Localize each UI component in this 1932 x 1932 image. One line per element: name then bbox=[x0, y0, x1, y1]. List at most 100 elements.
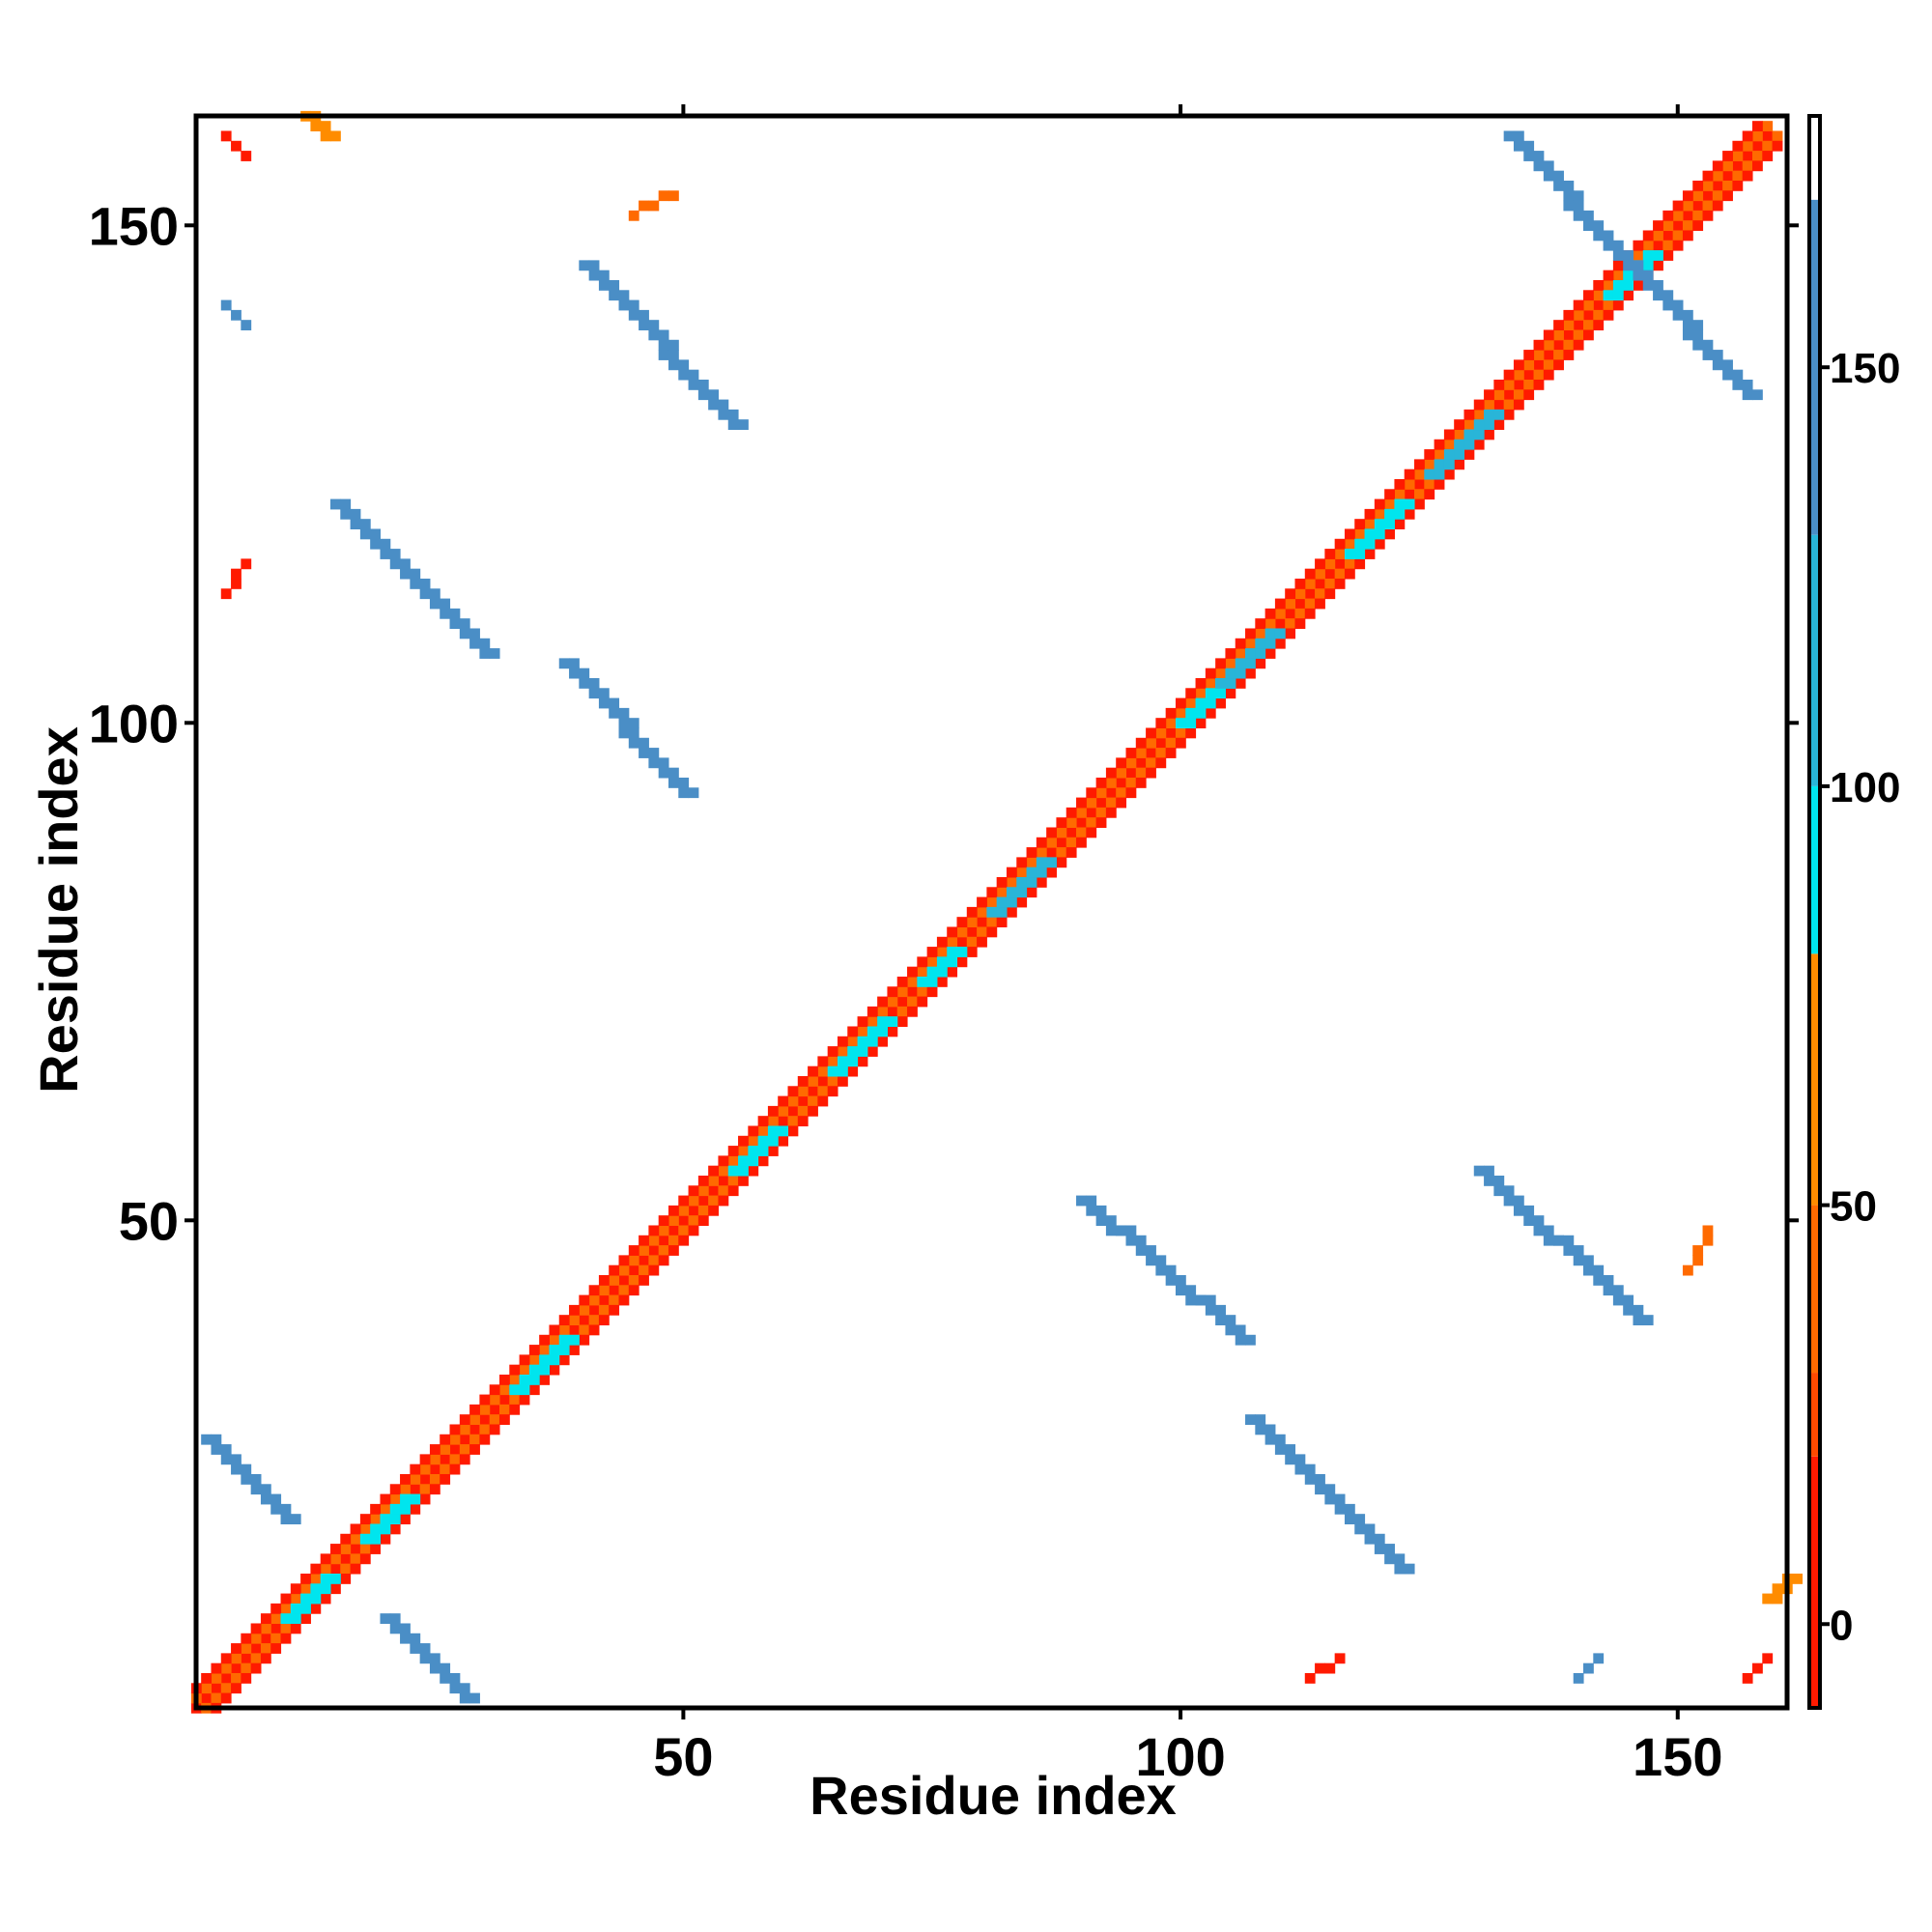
heatmap-cell bbox=[787, 1086, 799, 1097]
heatmap-cell bbox=[639, 1274, 649, 1286]
heatmap-cell bbox=[231, 1672, 242, 1684]
heatmap-cell bbox=[1583, 1662, 1594, 1674]
x-axis: 50 100 150 bbox=[653, 104, 1722, 1787]
heatmap-cell bbox=[220, 588, 232, 600]
heatmap-cell bbox=[569, 1334, 580, 1346]
heatmap-cell bbox=[1374, 498, 1385, 510]
x-tick-label: 50 bbox=[653, 1726, 713, 1787]
heatmap-cell bbox=[1414, 489, 1425, 500]
heatmap-cell bbox=[528, 1354, 540, 1366]
heatmap-cell bbox=[1304, 598, 1316, 610]
heatmap-cell bbox=[1662, 240, 1674, 251]
plot-frame bbox=[193, 113, 1790, 1711]
heatmap-cell bbox=[231, 1643, 242, 1654]
heatmap-cell bbox=[440, 1434, 451, 1445]
heatmap-cell bbox=[1036, 857, 1047, 868]
heatmap-cell bbox=[1235, 1324, 1246, 1336]
heatmap-cell bbox=[1672, 220, 1684, 232]
heatmap-cell bbox=[926, 986, 938, 998]
heatmap-cell bbox=[688, 379, 699, 390]
heatmap-cell bbox=[618, 1264, 630, 1276]
heatmap-cell bbox=[340, 1533, 352, 1545]
heatmap-cell bbox=[1603, 279, 1614, 291]
heatmap-cell bbox=[380, 1493, 391, 1505]
heatmap-cell bbox=[1324, 568, 1336, 580]
heatmap-cell bbox=[648, 1255, 660, 1266]
heatmap-cell bbox=[330, 1563, 341, 1575]
heatmap-cell bbox=[688, 1215, 699, 1227]
heatmap-cell bbox=[1095, 1205, 1107, 1216]
heatmap-cell bbox=[1553, 320, 1564, 331]
heatmap-cell bbox=[718, 399, 729, 411]
heatmap-cell bbox=[509, 1394, 521, 1406]
heatmap-cell bbox=[1354, 1523, 1366, 1535]
heatmap-cell bbox=[1285, 608, 1296, 619]
heatmap-cell bbox=[340, 498, 352, 510]
heatmap-cell bbox=[509, 1364, 521, 1376]
heatmap-cell bbox=[857, 1036, 868, 1047]
heatmap-cell bbox=[887, 986, 898, 998]
heatmap-cell bbox=[1016, 896, 1028, 908]
heatmap-cell bbox=[400, 1493, 411, 1505]
heatmap-cell bbox=[639, 748, 649, 758]
heatmap-cell bbox=[459, 618, 470, 630]
heatmap-cell bbox=[738, 419, 749, 431]
heatmap-cell bbox=[1086, 807, 1097, 818]
heatmap-cell bbox=[1026, 847, 1037, 858]
heatmap-cell bbox=[1513, 140, 1524, 152]
heatmap-cell bbox=[528, 1384, 540, 1396]
heatmap-cell bbox=[1712, 170, 1723, 182]
heatmap-cell bbox=[1105, 767, 1117, 779]
heatmap-cell bbox=[1056, 837, 1067, 848]
heatmap-cell bbox=[1662, 250, 1674, 261]
heatmap-cell bbox=[1056, 827, 1067, 838]
heatmap-cell bbox=[400, 1503, 411, 1515]
heatmap-cell bbox=[320, 1583, 331, 1595]
heatmap-cell bbox=[598, 1315, 610, 1326]
heatmap-cell bbox=[1434, 469, 1445, 480]
heatmap-cell bbox=[1583, 210, 1594, 221]
heatmap-cell bbox=[211, 1672, 222, 1684]
heatmap-cell bbox=[1702, 1225, 1714, 1236]
heatmap-cell bbox=[1384, 498, 1395, 510]
heatmap-cell bbox=[569, 1315, 580, 1326]
heatmap-cell bbox=[738, 1175, 749, 1186]
heatmap-cell bbox=[668, 359, 679, 371]
heatmap-cell bbox=[1533, 369, 1545, 381]
heatmap-cell bbox=[1006, 876, 1017, 888]
colorbar: 0 50 100 150 bbox=[1807, 114, 1900, 1710]
heatmap-cell bbox=[1315, 1662, 1325, 1674]
heatmap-cell bbox=[887, 996, 898, 1008]
heatmap-cell bbox=[598, 270, 610, 281]
heatmap-cell bbox=[618, 718, 630, 729]
heatmap-cell bbox=[1424, 469, 1435, 480]
heatmap-cell bbox=[598, 1274, 610, 1286]
heatmap-cell bbox=[1503, 130, 1515, 142]
heatmap-cell bbox=[1095, 817, 1107, 829]
heatmap-cell bbox=[1205, 1304, 1216, 1316]
heatmap-cell bbox=[697, 1215, 709, 1227]
heatmap-cell bbox=[1752, 160, 1763, 172]
heatmap-cell bbox=[648, 1264, 660, 1276]
heatmap-cell bbox=[847, 1056, 859, 1067]
heatmap-cell bbox=[797, 1105, 809, 1117]
heatmap-cell bbox=[220, 1662, 232, 1674]
heatmap-cell bbox=[1593, 290, 1605, 301]
heatmap-cell bbox=[1175, 718, 1186, 729]
heatmap-cell bbox=[658, 1215, 669, 1227]
heatmap-cell bbox=[1742, 140, 1753, 152]
heatmap-cell bbox=[907, 986, 918, 998]
heatmap-cell bbox=[1593, 1274, 1605, 1286]
heatmap-cell bbox=[609, 290, 620, 301]
heatmap-cell bbox=[1612, 290, 1624, 301]
heatmap-cell bbox=[618, 707, 630, 719]
heatmap-cell bbox=[440, 1454, 451, 1465]
heatmap-cell bbox=[1543, 329, 1554, 341]
heatmap-cell bbox=[588, 1285, 600, 1296]
heatmap-cell bbox=[1205, 688, 1216, 699]
heatmap-cell bbox=[1493, 399, 1505, 411]
heatmap-cell bbox=[1454, 419, 1465, 431]
heatmap-cell bbox=[1165, 718, 1177, 729]
heatmap-cell bbox=[1225, 668, 1236, 679]
heatmap-cell bbox=[1006, 906, 1017, 918]
